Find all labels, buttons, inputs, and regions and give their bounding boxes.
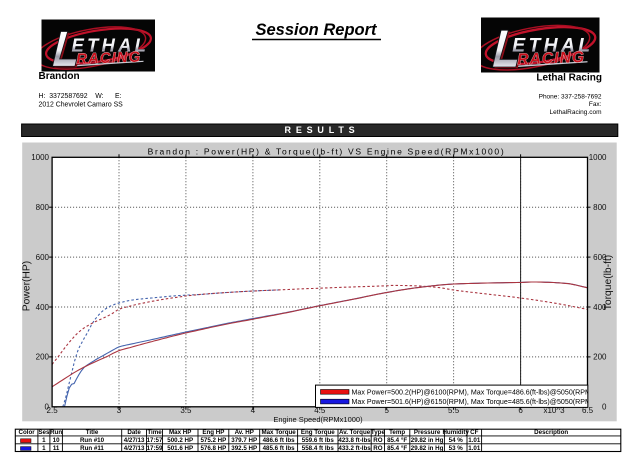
svg-text:53 %: 53 % [449,445,464,452]
svg-text:379.7 HP: 379.7 HP [231,437,257,444]
svg-text:5: 5 [384,406,389,415]
svg-text:Av. HP: Av. HP [235,429,254,436]
svg-text:200: 200 [36,353,50,362]
svg-text:LethalRacing.com: LethalRacing.com [549,109,601,116]
svg-text:6: 6 [518,406,523,415]
svg-text:Max HP: Max HP [169,429,191,436]
svg-text:Power(HP): Power(HP) [22,261,33,311]
svg-text:486.6 ft lbs: 486.6 ft lbs [263,437,296,444]
svg-text:29.82 in Hg: 29.82 in Hg [411,445,444,452]
svg-text:0: 0 [45,403,50,412]
svg-text:2.5: 2.5 [47,406,59,415]
svg-text:559.6 ft lbs: 559.6 ft lbs [302,437,335,444]
svg-text:Run #11: Run #11 [80,445,104,452]
svg-text:600: 600 [593,253,607,262]
svg-text:Brandon : Power(HP) & Torque(l: Brandon : Power(HP) & Torque(lb-ft) VS E… [148,147,506,157]
svg-text:0: 0 [602,403,607,412]
svg-text:Max Torque: Max Torque [261,429,296,436]
svg-text:Type: Type [371,429,386,436]
svg-text:Fax:: Fax: [589,101,602,108]
svg-text:RO: RO [373,437,382,444]
svg-text:RESULTS: RESULTS [285,125,360,135]
svg-text:576.8 HP: 576.8 HP [200,445,226,452]
svg-text:Torque(lb-ft): Torque(lb-ft) [603,255,614,311]
svg-text:2012 Chevrolet Camaro SS: 2012 Chevrolet Camaro SS [39,102,124,109]
svg-text:600: 600 [36,253,50,262]
svg-text:85.4 °F: 85.4 °F [387,437,407,444]
svg-text:54 %: 54 % [449,437,464,444]
svg-text:423.8 ft-lbs: 423.8 ft-lbs [338,437,371,444]
svg-text:CF: CF [470,429,478,436]
svg-text:Av. Torque: Av. Torque [339,429,371,436]
svg-text:1: 1 [42,445,46,452]
svg-text:Phone: 337-258-7692: Phone: 337-258-7692 [539,93,602,100]
svg-text:575.2 HP: 575.2 HP [200,437,226,444]
svg-text:Color: Color [19,429,36,436]
svg-text:10: 10 [53,437,60,444]
svg-text:500.2 HP: 500.2 HP [167,437,193,444]
svg-text:501.6 HP: 501.6 HP [167,445,193,452]
svg-text:RACING: RACING [517,49,585,68]
svg-text:1.01: 1.01 [468,437,481,444]
svg-text:ETHAL: ETHAL [72,35,150,56]
svg-text:H: 3372587692 W: E:: H: 3372587692 W: E: [39,93,122,100]
svg-text:Max Power=500.2(HP)@6100(RPM),: Max Power=500.2(HP)@6100(RPM), Max Torqu… [352,388,594,396]
svg-text:800: 800 [36,203,50,212]
svg-text:Description: Description [534,429,568,436]
svg-text:Date: Date [127,429,141,436]
svg-text:200: 200 [593,353,607,362]
svg-text:Eng Torque: Eng Torque [301,429,335,436]
svg-text:Run #10: Run #10 [80,437,105,444]
svg-text:x10^3: x10^3 [543,406,565,415]
svg-text:29.82 in Hg: 29.82 in Hg [411,437,444,444]
svg-text:400: 400 [593,303,607,312]
svg-text:Time: Time [147,429,162,436]
svg-text:Run: Run [50,429,62,436]
svg-text:1000: 1000 [31,153,49,162]
svg-text:Pressure: Pressure [414,429,441,436]
svg-text:Session Report: Session Report [255,21,378,39]
svg-text:Engine Speed(RPMx1000): Engine Speed(RPMx1000) [273,415,363,424]
svg-text:Temp: Temp [389,429,405,436]
svg-text:4/27/13: 4/27/13 [124,445,145,452]
svg-text:85.4 °F: 85.4 °F [387,445,407,452]
svg-text:800: 800 [593,203,607,212]
svg-text:ETHAL: ETHAL [512,34,593,56]
svg-text:RACING: RACING [76,50,141,68]
svg-text:Max Power=501.6(HP)@6150(RPM),: Max Power=501.6(HP)@6150(RPM), Max Torqu… [352,398,594,406]
svg-text:Title: Title [86,429,99,436]
svg-text:400: 400 [36,303,50,312]
svg-text:4.5: 4.5 [314,406,326,415]
svg-text:Eng HP: Eng HP [202,429,224,436]
svg-text:1: 1 [42,437,46,444]
svg-text:6.5: 6.5 [582,406,594,415]
svg-text:17:59: 17:59 [147,445,163,452]
svg-text:Humidity: Humidity [442,429,469,436]
svg-text:17:57: 17:57 [147,437,163,444]
svg-text:4/27/13: 4/27/13 [124,437,145,444]
svg-text:Lethal Racing: Lethal Racing [536,73,602,84]
svg-text:5.5: 5.5 [448,406,460,415]
svg-text:1000: 1000 [589,153,607,162]
svg-text:RO: RO [373,445,382,452]
svg-text:558.4 ft lbs: 558.4 ft lbs [302,445,335,452]
svg-text:Ses: Ses [38,429,50,436]
svg-text:433.2 ft-lbs: 433.2 ft-lbs [338,445,371,452]
svg-text:3: 3 [117,406,122,415]
svg-text:1.01: 1.01 [468,445,481,452]
svg-text:485.6 ft lbs: 485.6 ft lbs [263,445,296,452]
svg-text:Brandon: Brandon [39,71,80,82]
svg-text:3.5: 3.5 [180,406,192,415]
svg-text:392.5 HP: 392.5 HP [231,445,257,452]
svg-text:11: 11 [53,445,60,452]
svg-text:4: 4 [251,406,256,415]
